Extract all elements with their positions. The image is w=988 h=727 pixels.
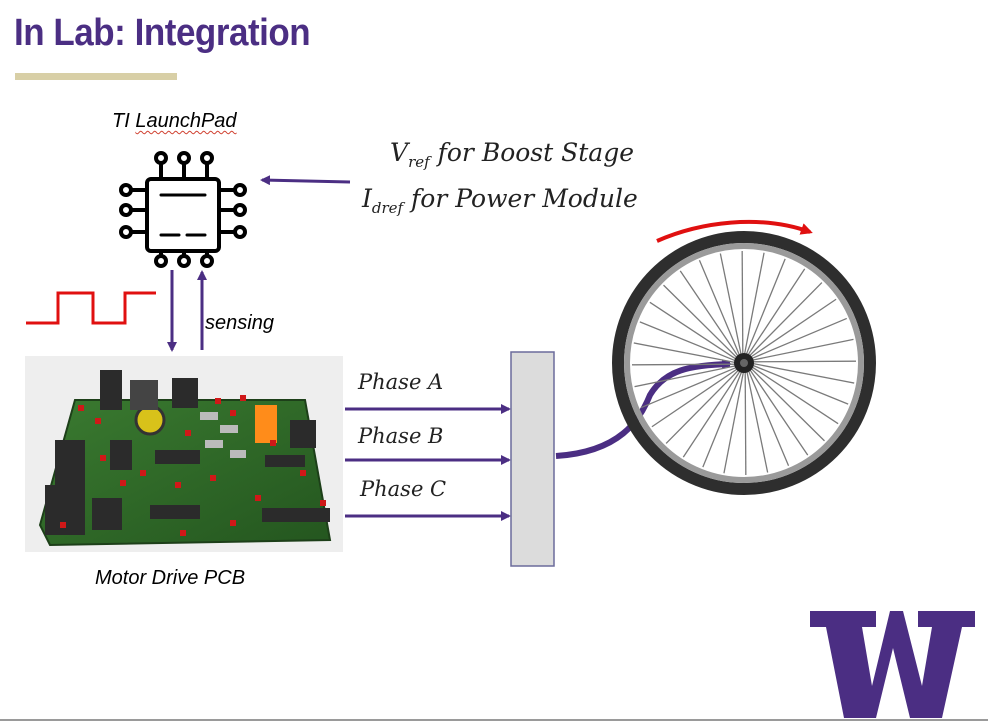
vref-reference-label: Vref for Boost Stage <box>390 138 634 171</box>
phase-b-label: Phase B <box>358 424 444 448</box>
wheel-spoke <box>745 368 769 473</box>
wheel-spoke <box>747 366 809 456</box>
launchpad-label-prefix: TI <box>112 110 136 132</box>
footer-divider <box>0 719 988 721</box>
wheel-spoke <box>639 321 739 363</box>
wheel-spoke <box>663 284 740 361</box>
wheel-spoke <box>749 360 856 363</box>
wheel-spoke <box>749 338 854 362</box>
wheel-spoke <box>746 282 823 359</box>
reference-arrow <box>260 175 351 186</box>
idref-text: for Power Module <box>403 184 638 213</box>
circuit-board-image <box>25 356 343 552</box>
wheel-spoke <box>640 365 740 409</box>
launchpad-label-name: LaunchPad <box>135 110 237 132</box>
microcontroller-chip-icon <box>119 151 247 268</box>
pcb-label: Motor Drive PCB <box>95 567 246 589</box>
vref-text: for Boost Stage <box>429 138 634 167</box>
wheel-spoke <box>679 270 741 360</box>
wheel-spoke <box>749 363 849 405</box>
wheel-spoke <box>719 253 743 358</box>
square-wave-icon <box>26 291 156 325</box>
wheel-spoke <box>633 342 739 364</box>
slide-title: In Lab: Integration <box>14 12 311 54</box>
rotation-arrow-icon <box>656 219 813 243</box>
wheel-spoke <box>744 368 747 475</box>
wheel-spoke <box>749 362 855 384</box>
wheel-spoke <box>748 317 848 361</box>
wheel-spoke <box>682 368 743 458</box>
title-underline <box>15 73 177 80</box>
phase-c-label: Phase C <box>360 477 447 501</box>
wheel-spoke <box>665 367 742 444</box>
wheel-spoke <box>745 268 806 358</box>
phase-a-label: Phase A <box>358 370 444 394</box>
wheel-spoke <box>747 298 837 360</box>
wheel-spoke <box>749 364 839 425</box>
wheel-spoke <box>698 259 742 359</box>
wheel-spoke <box>649 301 739 362</box>
idref-symbol: I <box>362 184 372 213</box>
vref-symbol: V <box>390 138 409 167</box>
wheel-spoke <box>746 367 790 467</box>
wheel-spoke <box>702 368 744 468</box>
vref-subscript: ref <box>408 153 430 171</box>
wheel-spoke <box>744 258 786 358</box>
idref-reference-label: Idref for Power Module <box>362 184 638 217</box>
phase-connector-block <box>510 351 555 567</box>
sensing-label: sensing <box>205 312 274 334</box>
idref-subscript: dref <box>371 199 404 217</box>
drive-arrow <box>555 359 732 459</box>
wheel-spoke <box>743 252 765 358</box>
wheel-spoke <box>634 364 739 388</box>
wheel-spoke <box>748 365 825 442</box>
uw-logo-icon <box>810 611 975 718</box>
wheel-spoke <box>723 368 745 474</box>
wheel-spoke <box>741 251 744 358</box>
launchpad-label: TI LaunchPad <box>112 110 237 133</box>
wheel-spoke <box>651 366 741 428</box>
bicycle-wheel-icon <box>612 231 876 495</box>
wheel-spoke <box>632 363 739 366</box>
